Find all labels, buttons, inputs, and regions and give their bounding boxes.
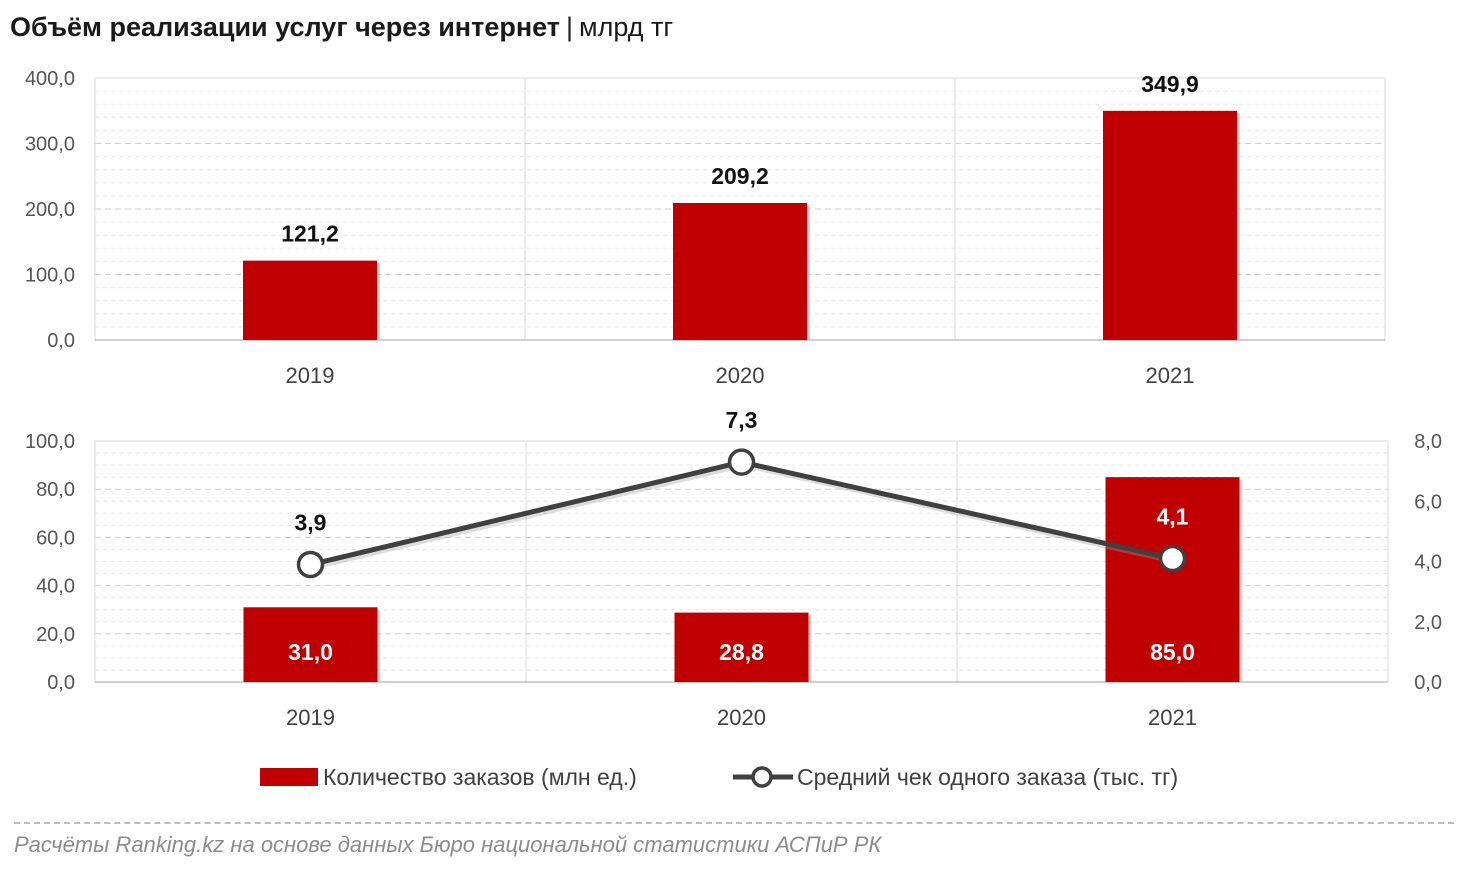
y-right-tick-label: 4,0 [1414, 552, 1442, 574]
x-tick-label: 2019 [286, 705, 335, 730]
avg-check-value-label: 7,3 [726, 407, 758, 433]
orders-combo-chart: 0,0 20,0 40,0 60,0 80,0 100,0 0,0 2,0 4,0 6,0 8,0 3… [25, 407, 1442, 730]
legend: Количество заказов (млн ед.) Средний чек … [260, 764, 1178, 790]
y-left-tick-label: 60,0 [36, 527, 75, 549]
bar-value-label: 209,2 [711, 163, 769, 189]
y-tick-label: 400,0 [25, 68, 75, 90]
x-tick-label: 2019 [286, 363, 335, 388]
y-tick-label: 100,0 [25, 265, 75, 287]
orders-value-label: 85,0 [1150, 639, 1195, 665]
y-tick-label: 200,0 [25, 199, 75, 221]
orders-value-label: 28,8 [719, 639, 764, 665]
legend-swatch-orders [260, 768, 318, 786]
source-divider [14, 822, 1454, 824]
orders-value-label: 31,0 [288, 639, 333, 665]
chart-title-main: Объём реализации услуг через интернет [10, 12, 561, 42]
orders-bar-2019 [243, 607, 378, 682]
y-tick-label: 300,0 [25, 134, 75, 156]
y-left-tick-label: 100,0 [25, 431, 75, 453]
y-right-tick-label: 2,0 [1414, 612, 1442, 634]
orders-bar-2020 [674, 612, 809, 682]
y-right-tick-label: 8,0 [1414, 431, 1442, 453]
x-tick-label: 2020 [716, 363, 765, 388]
avg-check-point [727, 448, 756, 476]
x-tick-label: 2021 [1146, 363, 1195, 388]
y-left-tick-label: 0,0 [47, 672, 75, 694]
line-shadow [311, 462, 1176, 570]
avg-check-value-label: 3,9 [295, 510, 327, 536]
y-left-tick-label: 20,0 [36, 624, 75, 646]
revenue-bar-chart: 0,0 100,0 200,0 300,0 400,0 121,2 2019 209,2 202… [25, 68, 1386, 388]
bar-2020 [673, 202, 807, 340]
bar-value-label: 349,9 [1141, 71, 1199, 97]
legend-label-avg-check: Средний чек одного заказа (тыс. тг) [797, 764, 1178, 790]
legend-swatch-marker [751, 766, 773, 788]
y-tick-label: 0,0 [47, 330, 75, 352]
x-tick-label: 2020 [717, 705, 766, 730]
bar-2021 [1103, 110, 1237, 341]
avg-check-point [296, 550, 325, 579]
avg-check-point [1158, 544, 1187, 573]
orders-bar-2021 [1105, 477, 1240, 682]
bar-2019 [243, 260, 377, 340]
y-right-tick-label: 0,0 [1414, 672, 1442, 694]
y-right-tick-label: 6,0 [1414, 491, 1442, 513]
y-left-tick-label: 80,0 [36, 479, 75, 501]
title-separator: | [566, 12, 574, 42]
title-unit: млрд тг [579, 12, 674, 42]
bar-value-label: 121,2 [281, 221, 339, 247]
x-tick-label: 2021 [1148, 705, 1197, 730]
avg-check-value-label: 4,1 [1157, 503, 1189, 529]
chart-title: Объём реализации услуг через интернет | мл… [10, 12, 673, 43]
legend-label-orders: Количество заказов (млн ед.) [323, 764, 637, 790]
source-note: Расчёты Ranking.kz на основе данных Бюро… [14, 832, 882, 857]
y-left-tick-label: 40,0 [36, 576, 75, 598]
